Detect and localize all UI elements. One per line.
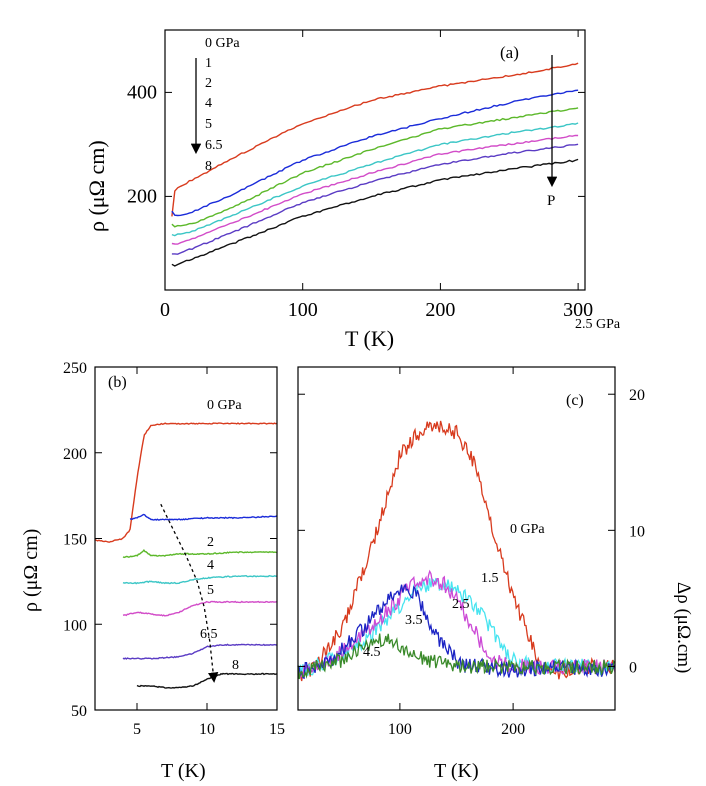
panel-b-series-label-8: 8	[232, 658, 239, 673]
panel-c-line-0-gpa	[297, 420, 616, 682]
panel-a-xlabel: T (K)	[345, 326, 394, 351]
panel-b-series	[94, 422, 278, 689]
panel-b-series-label-0: 0 GPa	[207, 398, 242, 413]
panel-b-xtick-label: 10	[199, 721, 215, 738]
panel-c-ytick-label: 20	[629, 387, 645, 404]
panel-b-ytick-label: 200	[63, 446, 87, 463]
panel-b-ticks: 5 10 15 50 100 150 200 250	[63, 360, 285, 738]
panel-c-line-4-5	[297, 633, 616, 680]
panel-c-ytick-label: 10	[629, 523, 645, 540]
panel-a-legend-1: 1	[205, 56, 212, 71]
panel-c-series-label-4-5: 4.5	[363, 645, 381, 660]
panel-b-ytick-label: 100	[63, 617, 87, 634]
panel-b-ytick-label: 250	[63, 360, 87, 377]
panel-a-legend-5: 6.5	[205, 138, 223, 153]
panel-a: 0 100 200 300 200 400 (a) 0 GPa 1 2 4 5 6.5 8…	[84, 29, 621, 351]
panel-a-pressure-label: P	[547, 193, 555, 209]
panel-b-ytick-label: 150	[63, 532, 87, 549]
panel-b-series-label-5: 5	[207, 583, 214, 598]
panel-a-series	[171, 62, 579, 267]
panel-c-xtick-label: 100	[388, 721, 412, 738]
panel-c-ytick-label: 0	[629, 659, 637, 676]
panel-b-line-4	[122, 574, 278, 585]
panel-a-line-4	[171, 122, 579, 237]
panel-c-label: (c)	[566, 392, 584, 409]
panel-b-line-0-gpa	[94, 422, 278, 543]
panel-a-frame	[164, 29, 586, 291]
panel-b-label: (b)	[108, 374, 127, 391]
panel-b-ytick-label: 50	[71, 703, 87, 720]
panel-a-line-8	[171, 158, 579, 267]
panel-a-xtick-label: 200	[425, 299, 455, 321]
panel-c-ylabel: Δρ (μΩ.cm)	[673, 582, 694, 673]
panel-c-frame	[297, 366, 616, 711]
panel-a-line-1	[171, 89, 579, 217]
panel-a-line-2	[171, 107, 579, 228]
panel-c-ticks: 100 200 0 10 20	[298, 367, 645, 738]
panel-a-ytick-label: 400	[127, 81, 157, 103]
panel-a-line-0-gpa	[171, 62, 579, 217]
panel-a-xtick-label: 300	[563, 299, 593, 321]
panel-b-line-5	[122, 600, 278, 617]
panel-b-series-label-2: 2	[207, 535, 214, 550]
panel-c-series-label-1-5: 1.5	[481, 571, 499, 586]
panel-a-ticks: 0 100 200 300 200 400	[127, 30, 593, 321]
panel-a-line-5	[171, 134, 579, 245]
panel-c: 100 200 0 10 20 (c) 0 GPa 1.5 2.5 3.5 4.5 T …	[297, 366, 694, 782]
panel-b-xtick-label: 5	[133, 721, 141, 738]
panel-c-series-label-0: 0 GPa	[510, 522, 545, 537]
panel-c-series-label-3-5: 3.5	[405, 613, 423, 628]
panel-a-xtick-label: 0	[160, 299, 170, 321]
panel-b-line-8	[136, 672, 278, 689]
panel-a-legend-3: 4	[205, 96, 212, 111]
panel-b-series-label-4: 4	[207, 558, 214, 573]
panel-b-line-2	[122, 548, 278, 559]
panel-b-dashed-arrow	[160, 503, 219, 683]
panel-a-label: (a)	[500, 43, 519, 62]
panel-b-xtick-label: 15	[269, 721, 285, 738]
panel-a-xtick-label: 100	[288, 299, 318, 321]
panel-b-series-label-6-5: 6.5	[200, 627, 218, 642]
panel-a-ylabel: ρ (μΩ cm)	[84, 140, 109, 232]
panel-a-legend-0: 0 GPa	[205, 36, 240, 51]
panel-b-ylabel: ρ (μΩ cm)	[20, 529, 42, 612]
panel-c-series-label-2-5: 2.5	[452, 597, 470, 612]
panel-c-xlabel: T (K)	[434, 760, 479, 782]
panel-a-legend-6: 8	[205, 159, 212, 174]
panel-b-xlabel: T (K)	[161, 760, 206, 782]
panel-b-line-6-5	[122, 643, 278, 660]
panel-a-legend-4: 5	[205, 117, 212, 132]
panel-c-series	[297, 420, 616, 682]
panel-c-xtick-label: 200	[501, 721, 525, 738]
panel-a-ytick-label: 200	[127, 185, 157, 207]
panel-a-legend-2: 2	[205, 76, 212, 91]
panel-a-extra-label: 2.5 GPa	[575, 317, 621, 332]
panel-a-line-6-5	[171, 143, 579, 255]
panel-b-line-1	[129, 513, 278, 521]
